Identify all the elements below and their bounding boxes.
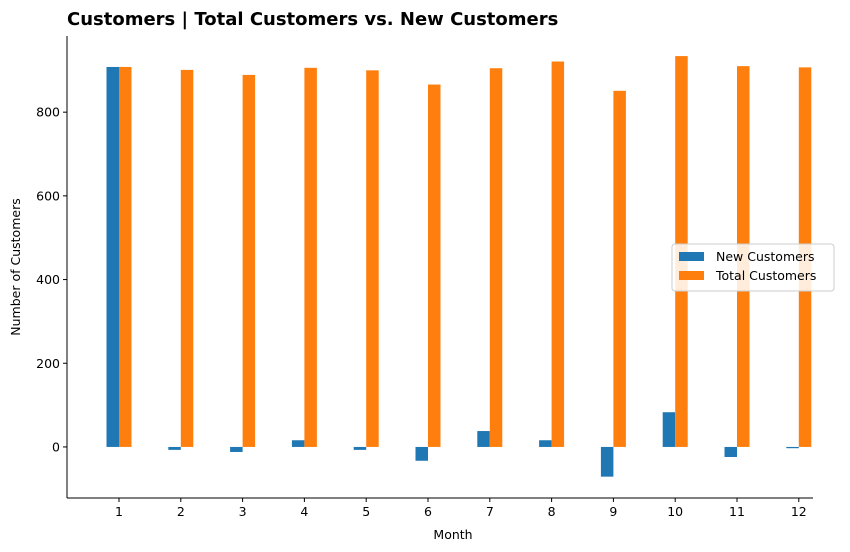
bar-new-customers-12	[786, 446, 799, 449]
bar-new-customers-6	[415, 446, 428, 461]
bar-total-customers-1	[119, 66, 132, 447]
x-tick-label: 6	[424, 504, 432, 519]
bar-new-customers-3	[230, 446, 243, 452]
y-tick-label: 600	[36, 188, 60, 203]
x-tick-label: 10	[667, 504, 683, 519]
x-tick-label: 7	[486, 504, 494, 519]
bar-total-customers-3	[242, 74, 256, 447]
bar-new-customers-10	[662, 412, 676, 447]
bar-new-customers-9	[600, 446, 614, 477]
x-tick-label: 2	[177, 504, 185, 519]
bar-new-customers-8	[539, 440, 552, 447]
x-axis-label: Month	[433, 527, 472, 542]
y-tick-label: 400	[36, 272, 60, 287]
bar-total-customers-8	[551, 61, 565, 447]
legend: New Customers Total Customers	[671, 243, 835, 292]
bar-new-customers-11	[724, 446, 737, 457]
x-tick-label: 8	[548, 504, 556, 519]
plot-area	[106, 56, 812, 477]
y-tick-label: 200	[36, 356, 60, 371]
bar-new-customers-4	[291, 440, 305, 447]
x-tick-label: 12	[791, 504, 807, 519]
bar-total-customers-7	[489, 68, 503, 447]
y-tick-label: 0	[52, 439, 60, 454]
legend-swatch	[679, 252, 704, 261]
legend-swatch	[679, 271, 704, 280]
bar-new-customers-2	[168, 446, 181, 450]
x-tick-label: 5	[362, 504, 370, 519]
legend-label: Total Customers	[715, 268, 816, 283]
bar-new-customers-1	[106, 66, 119, 447]
x-tick-label: 3	[239, 504, 247, 519]
bar-total-customers-4	[304, 67, 317, 447]
y-tick-label: 800	[36, 105, 60, 120]
chart-title: Customers | Total Customers vs. New Cust…	[67, 9, 558, 30]
y-axis-label: Number of Customers	[8, 198, 23, 335]
bar-new-customers-5	[353, 446, 367, 450]
legend-label: New Customers	[716, 249, 814, 264]
bar-total-customers-6	[428, 84, 441, 447]
x-tick-label: 4	[300, 504, 308, 519]
bar-total-customers-9	[613, 90, 626, 447]
bar-new-customers-7	[477, 431, 490, 447]
legend-box	[671, 243, 835, 292]
x-tick-label: 11	[729, 504, 745, 519]
bar-total-customers-5	[366, 70, 379, 447]
x-tick-label: 9	[609, 504, 617, 519]
bar-total-customers-2	[180, 69, 194, 447]
x-tick-label: 1	[115, 504, 123, 519]
